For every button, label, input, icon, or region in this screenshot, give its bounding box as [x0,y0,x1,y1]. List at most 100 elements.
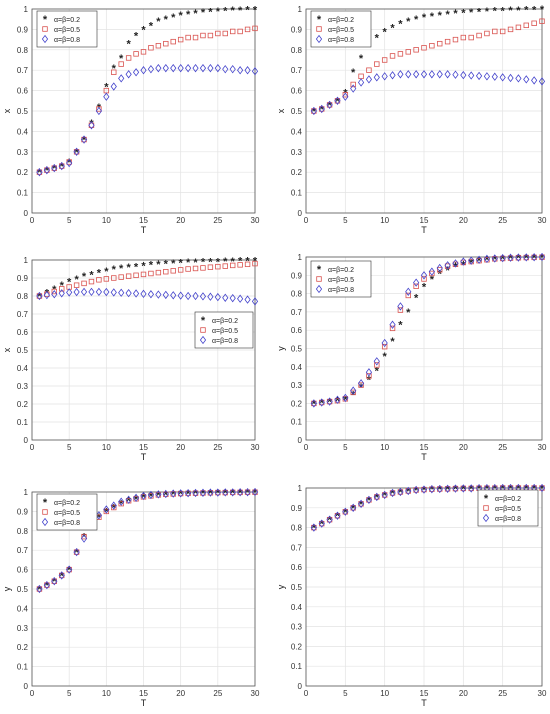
legend-label: α=β=0.5 [54,27,80,34]
y-tick-label: 1 [298,253,303,262]
data-point [452,36,459,43]
y-tick-label: 0.2 [291,168,303,177]
data-point: * [149,20,154,32]
data-point [499,73,506,82]
data-point: * [164,258,169,270]
data-point [413,47,419,53]
data-point: * [89,269,94,281]
data-point [80,534,88,543]
data-point [118,74,125,83]
data-point [405,287,412,296]
data-point [222,293,229,302]
legend-marker [41,517,49,527]
data-point [523,75,530,84]
y-tick-label: 0.4 [17,364,29,373]
legend-label: α=β=0.5 [212,328,238,335]
data-point: * [485,255,490,267]
data-point: * [532,483,537,495]
data-point [177,36,184,43]
data-point [436,484,443,494]
data-point [110,501,117,510]
legend-marker: * [43,497,48,509]
data-point: * [245,487,250,499]
data-point: * [516,253,521,265]
legend-label: α=β=0.8 [495,516,521,523]
data-point: * [430,274,435,286]
y-tick-label: 0.9 [291,25,303,34]
y-tick-label: 0.5 [17,585,29,594]
x-axis-label: T [421,698,427,708]
data-point: * [201,488,206,500]
data-point: * [469,7,474,19]
data-point [59,286,65,292]
data-point: * [134,31,139,43]
data-point [51,288,57,295]
data-point [310,523,317,532]
x-tick-label: 10 [102,216,111,225]
legend-label: α=β=0.2 [54,17,80,24]
y-tick-label: 1 [24,256,29,265]
data-point: * [477,6,482,18]
data-point [389,320,396,329]
x-tick-label: 0 [304,216,309,225]
data-point: * [193,488,198,500]
data-point [420,485,428,494]
data-point: * [74,147,79,159]
data-point [405,486,412,496]
data-point [148,45,154,51]
legend-label: α=β=0.5 [328,277,354,284]
data-point [326,397,333,406]
y-tick-label: 0.2 [17,643,29,652]
x-tick-label: 15 [139,689,148,698]
data-point [452,70,459,79]
data-point [515,74,522,83]
data-point: * [335,511,340,523]
data-point [162,489,169,499]
y-tick-label: 0.9 [17,274,29,283]
data-point [357,499,365,509]
data-point [155,490,162,499]
data-point [215,263,221,270]
data-point [531,20,537,26]
y-tick-label: 0.8 [17,46,29,55]
data-point: * [37,584,42,596]
y-tick-label: 0.7 [17,310,29,319]
data-point [207,488,214,497]
legend-marker [482,513,490,523]
y-tick-label: 0.7 [291,66,303,75]
data-point: * [45,580,50,592]
data-point [185,291,192,301]
data-point [111,69,117,75]
y-tick-label: 0 [24,209,29,218]
y-tick-label: 0.8 [291,290,303,299]
data-point [365,495,373,505]
data-point [88,121,95,130]
y-tick-label: 0.1 [291,418,303,427]
data-point: * [414,292,419,304]
x-tick-label: 15 [139,216,148,225]
data-point [397,307,404,313]
data-point [237,488,244,497]
y-tick-label: 1 [298,5,303,14]
x-tick-label: 0 [30,216,35,225]
x-tick-label: 0 [30,689,35,698]
y-axis-label: y [276,584,286,589]
y-axis-label: y [2,586,12,591]
data-point: * [67,565,72,577]
data-point [162,290,169,300]
data-point: * [231,5,236,17]
data-point: * [367,495,372,507]
data-point: * [390,488,395,500]
data-point: * [438,10,443,22]
data-point [73,547,80,557]
data-point [222,263,228,269]
data-point: * [461,483,466,495]
legend-box [194,311,254,349]
y-axis-label: x [276,108,286,113]
legend-label: α=β=0.8 [212,338,238,345]
data-point [147,65,155,74]
data-point [523,253,530,262]
data-point: * [37,291,42,303]
legend-label: α=β=0.5 [495,506,521,513]
y-tick-label: 0.3 [291,148,303,157]
